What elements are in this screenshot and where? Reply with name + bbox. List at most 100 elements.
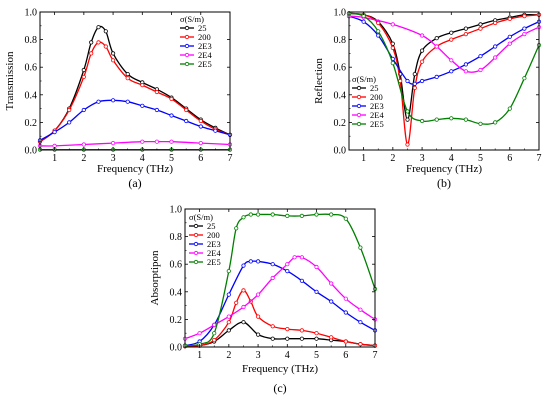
data-point <box>67 120 72 125</box>
series-line-200 <box>184 289 376 347</box>
y-tick-label: 0.8 <box>170 232 183 243</box>
data-point <box>248 212 253 217</box>
x-tick-label: 1 <box>52 153 57 164</box>
data-point <box>314 212 319 217</box>
y-tick-label: 0.6 <box>334 63 347 74</box>
series-line-25 <box>39 25 231 143</box>
panel-label: (a) <box>128 176 141 190</box>
data-point <box>212 322 217 327</box>
data-point <box>125 76 130 81</box>
data-point <box>169 113 174 118</box>
data-point <box>507 106 512 111</box>
data-point <box>329 212 334 217</box>
series-line-2E5 <box>348 12 540 125</box>
data-point <box>390 45 395 51</box>
data-point <box>493 120 498 125</box>
data-point <box>198 124 203 129</box>
x-axis-label: Frequency (THz) <box>242 363 318 375</box>
data-point <box>241 215 246 220</box>
data-point <box>405 117 410 122</box>
data-point <box>270 262 275 267</box>
data-point <box>314 336 319 341</box>
data-point <box>419 33 425 38</box>
legend-entry-2E4: 2E4 <box>370 110 384 120</box>
data-point <box>478 121 483 126</box>
data-point <box>358 342 363 347</box>
x-tick-label: 5 <box>169 153 174 164</box>
legend-marker <box>356 103 362 109</box>
data-point <box>314 264 319 270</box>
y-tick-label: 0.0 <box>25 146 38 157</box>
data-point <box>405 142 410 147</box>
data-point <box>522 26 527 31</box>
y-tick-label: 0.2 <box>25 118 38 129</box>
legend-marker <box>356 121 362 127</box>
data-point <box>376 33 381 38</box>
panel-label: (c) <box>273 381 286 395</box>
data-point <box>419 59 425 64</box>
x-tick-label: 4 <box>449 153 454 164</box>
data-point <box>111 58 116 63</box>
data-point <box>419 78 425 84</box>
data-point <box>358 307 363 312</box>
data-point <box>299 328 304 333</box>
data-point <box>96 25 101 30</box>
data-point <box>478 22 483 27</box>
x-tick-label: 3 <box>111 153 116 164</box>
data-point <box>81 67 86 73</box>
y-tick-label: 0.4 <box>25 90 38 101</box>
data-point <box>449 116 454 121</box>
data-point <box>241 263 246 268</box>
data-point <box>103 44 108 49</box>
data-point <box>52 130 57 135</box>
data-point <box>67 107 72 113</box>
legend-title: σ(S/m) <box>180 14 204 24</box>
legend-entry-2E3: 2E3 <box>198 41 212 51</box>
data-point <box>226 320 231 325</box>
data-point <box>463 69 468 74</box>
data-point <box>329 281 334 286</box>
data-point <box>478 67 483 73</box>
y-tick-label: 0.0 <box>334 146 347 157</box>
x-tick-label: 7 <box>537 153 542 164</box>
series-line-2E5 <box>184 213 376 347</box>
data-point <box>212 337 217 343</box>
data-point <box>522 14 527 19</box>
y-axis-label: Absorptipon <box>149 250 161 306</box>
data-point <box>125 99 130 104</box>
data-point <box>226 292 231 297</box>
legend-entry-200: 200 <box>198 32 211 42</box>
data-point <box>343 310 348 315</box>
x-tick-label: 6 <box>343 350 348 361</box>
data-point <box>434 117 439 122</box>
data-point <box>81 107 86 113</box>
legend-marker <box>184 52 190 58</box>
data-point <box>412 81 417 86</box>
y-tick-label: 0.0 <box>170 343 183 354</box>
data-point <box>125 72 130 77</box>
legend-entry-2E4: 2E4 <box>198 50 212 60</box>
data-point <box>248 259 253 264</box>
data-point <box>478 54 483 59</box>
data-point <box>234 300 239 305</box>
legend-entry-200: 200 <box>370 92 383 102</box>
data-point <box>111 51 116 56</box>
x-tick-label: 2 <box>390 153 395 164</box>
data-point <box>478 26 483 31</box>
data-point <box>96 99 101 104</box>
data-point <box>270 324 275 329</box>
chart-panel-c: 1 2 3 4 5 6 7 0.0 0.2 0.4 0.6 0.8 1.0 Frequency (THz)… <box>149 205 378 396</box>
legend-marker <box>193 259 199 265</box>
data-point <box>212 331 217 336</box>
y-tick-label: 0.8 <box>25 35 38 46</box>
data-point <box>507 34 512 39</box>
data-point <box>154 89 159 95</box>
data-point <box>390 22 395 27</box>
y-tick-label: 0.2 <box>170 315 183 326</box>
legend-entry-2E5: 2E5 <box>370 119 384 129</box>
data-point <box>507 41 512 46</box>
data-point <box>89 51 94 56</box>
data-point <box>493 20 498 26</box>
x-tick-label: 2 <box>81 153 86 164</box>
